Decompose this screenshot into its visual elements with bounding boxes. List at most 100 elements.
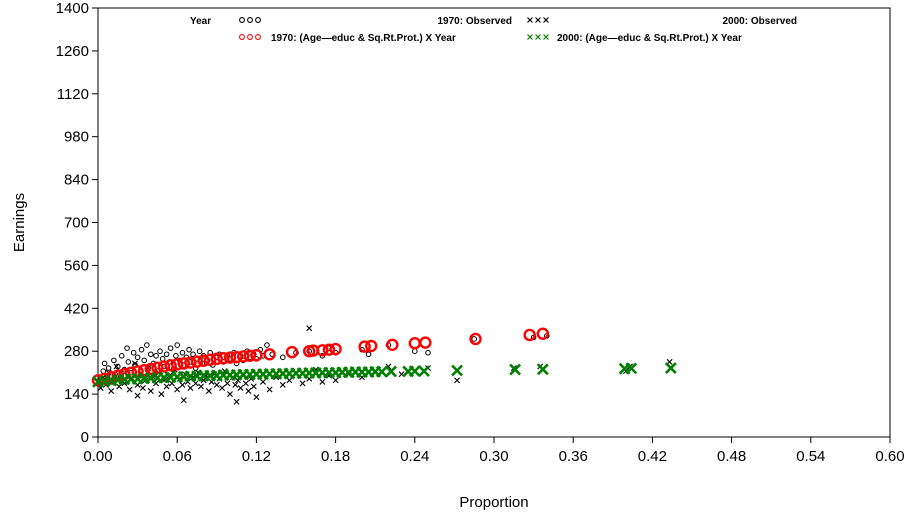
- data-point: [509, 363, 522, 376]
- data-point: [163, 383, 170, 390]
- data-point: [118, 352, 125, 359]
- data-point: [223, 351, 237, 364]
- data-point: [419, 336, 432, 349]
- data-point: [125, 359, 132, 365]
- data-point: [203, 353, 217, 366]
- data-point: [236, 350, 250, 363]
- data-point: [250, 383, 257, 390]
- series-2: [97, 325, 673, 405]
- data-point: [386, 338, 399, 351]
- data-point: [385, 365, 397, 378]
- legend-symbol: [527, 34, 533, 40]
- y-tick-label: 280: [64, 343, 89, 360]
- data-points-layer: [91, 325, 677, 405]
- data-point: [174, 342, 180, 348]
- data-point: [137, 363, 151, 377]
- data-point: [237, 384, 244, 391]
- data-point: [105, 365, 112, 371]
- data-point: [243, 349, 257, 362]
- legend-symbol: [527, 17, 533, 23]
- data-point: [250, 348, 263, 362]
- y-tick-label: 1400: [56, 0, 89, 17]
- data-point: [180, 397, 187, 404]
- data-point: [174, 386, 181, 393]
- data-point: [230, 350, 243, 364]
- data-point: [134, 354, 141, 361]
- data-point: [245, 388, 252, 395]
- data-point: [197, 383, 204, 390]
- data-point: [471, 336, 478, 342]
- data-point: [319, 378, 326, 385]
- data-point: [375, 365, 388, 378]
- data-point: [141, 357, 147, 364]
- data-point: [232, 381, 239, 388]
- y-tick-label: 840: [64, 172, 89, 189]
- data-point: [219, 384, 226, 391]
- data-point: [205, 388, 212, 395]
- data-point: [227, 391, 233, 398]
- data-point: [536, 327, 550, 340]
- series-3: [91, 327, 550, 387]
- data-point: [147, 388, 154, 395]
- data-point: [329, 342, 342, 356]
- data-point: [144, 342, 150, 348]
- x-tick-label: 0.30: [479, 448, 508, 465]
- data-point: [177, 357, 191, 370]
- data-point: [217, 352, 230, 365]
- legend: Year 1970: Observed 2000: Observed 1970: (A…: [190, 16, 797, 44]
- legend-entry: 1970: (Age—educ & Sq.Rt.Prot.) X Year: [239, 33, 456, 44]
- legend-symbol: [239, 17, 245, 23]
- data-point: [157, 348, 163, 355]
- data-point: [184, 356, 197, 369]
- data-point: [126, 386, 133, 393]
- data-point: [316, 344, 329, 357]
- data-point: [408, 337, 421, 350]
- data-point: [139, 384, 146, 391]
- data-point: [187, 384, 194, 391]
- data-point: [365, 351, 372, 358]
- data-point: [285, 345, 299, 359]
- data-point: [260, 378, 266, 385]
- data-point: [134, 392, 141, 399]
- data-point: [266, 386, 273, 393]
- x-tick-label: 0.18: [321, 448, 350, 465]
- y-tick-label: 1260: [56, 43, 89, 60]
- data-point: [523, 328, 536, 342]
- data-point: [469, 332, 482, 346]
- data-point: [280, 354, 286, 361]
- x-tick-label: 0.06: [163, 448, 192, 465]
- legend-symbol: [255, 34, 261, 40]
- plot-frame: [97, 7, 891, 438]
- data-point: [148, 351, 154, 358]
- data-point: [131, 360, 138, 367]
- legend-entry: 2000: (Age—educ & Sq.Rt.Prot.) X Year: [527, 33, 742, 44]
- x-tick-label: 0.00: [83, 448, 112, 465]
- data-point: [536, 363, 549, 376]
- legend-symbol: [543, 34, 549, 40]
- data-point: [264, 342, 270, 348]
- y-tick-label: 700: [64, 215, 89, 232]
- y-tick-label: 140: [64, 386, 89, 403]
- data-point: [224, 380, 231, 387]
- data-point: [213, 381, 220, 388]
- data-point: [113, 363, 120, 370]
- data-point: [253, 394, 260, 401]
- data-point: [196, 348, 203, 355]
- x-tick-label: 0.24: [400, 448, 429, 465]
- data-point: [131, 365, 144, 378]
- legend-symbol: [239, 34, 245, 40]
- data-point: [425, 349, 431, 356]
- data-point: [454, 377, 461, 384]
- x-tick-label: 0.54: [796, 448, 825, 465]
- data-point: [179, 349, 186, 356]
- data-point: [170, 358, 184, 371]
- data-point: [144, 362, 158, 376]
- data-point: [111, 357, 117, 364]
- legend-entry: 2000: Observed: [527, 16, 797, 27]
- plot-area: [97, 7, 891, 438]
- data-point: [418, 365, 430, 378]
- data-point: [408, 365, 421, 378]
- data-point: [115, 363, 121, 370]
- data-point: [153, 352, 159, 359]
- x-axis-title: Proportion: [459, 494, 528, 511]
